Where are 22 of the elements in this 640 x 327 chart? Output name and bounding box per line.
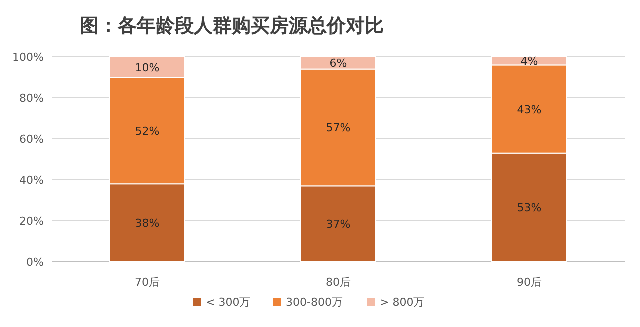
legend-label: 300-800万	[286, 296, 343, 309]
y-tick-label: 0%	[26, 256, 44, 269]
x-tick-label: 80后	[326, 276, 351, 289]
data-label: 57%	[326, 122, 351, 135]
legend-label: < 300万	[206, 296, 251, 309]
data-label: 53%	[517, 202, 542, 215]
y-tick-label: 20%	[20, 215, 44, 228]
y-tick-label: 100%	[12, 51, 44, 64]
data-label: 52%	[135, 124, 160, 138]
x-tick-label: 70后	[135, 276, 160, 289]
y-tick-label: 40%	[20, 174, 44, 187]
y-tick-label: 80%	[20, 92, 44, 105]
y-tick-label: 60%	[20, 133, 44, 146]
data-label: 10%	[135, 61, 160, 74]
legend-label: > 800万	[380, 296, 425, 309]
data-label: 38%	[135, 217, 160, 230]
x-tick-label: 90后	[517, 276, 542, 289]
data-label: 37%	[326, 218, 351, 232]
data-label: 43%	[517, 103, 542, 116]
chart-title: 图：各年龄段人群购买房源总价对比	[80, 15, 384, 37]
data-label: 4%	[520, 55, 538, 68]
data-label: 6%	[330, 57, 348, 70]
